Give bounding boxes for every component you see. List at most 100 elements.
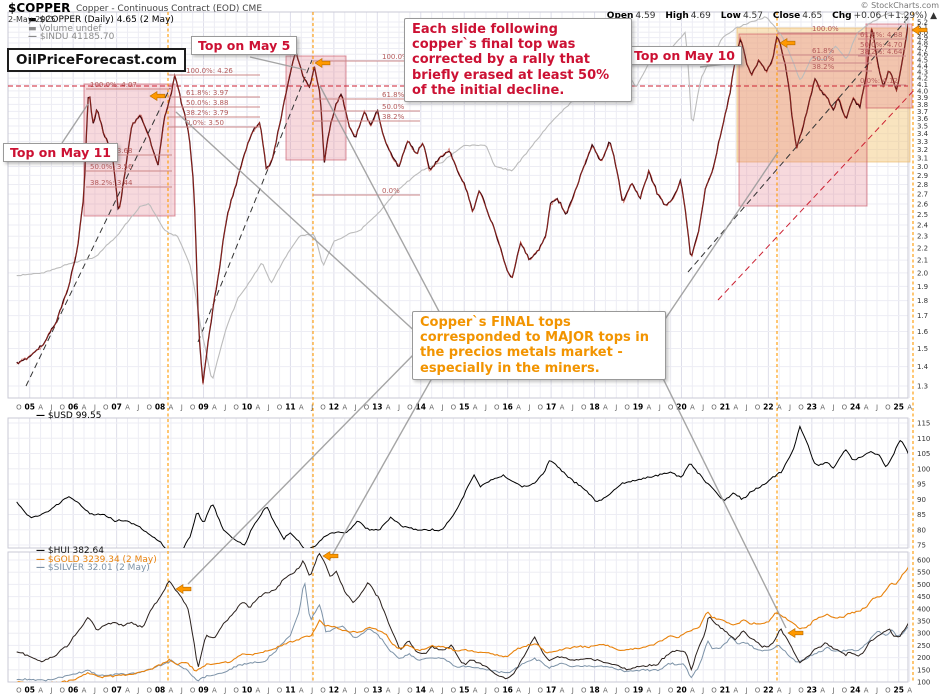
- svg-text:80: 80: [917, 526, 926, 534]
- svg-text:A: A: [733, 687, 738, 695]
- svg-text:14: 14: [416, 403, 426, 412]
- svg-text:100: 100: [917, 465, 930, 473]
- svg-text:38.2%: 3.44: 38.2%: 3.44: [90, 179, 133, 187]
- svg-text:O: O: [842, 687, 848, 695]
- high-label: High: [665, 11, 689, 21]
- svg-text:J: J: [354, 404, 357, 412]
- svg-text:13: 13: [372, 686, 382, 695]
- legend-volume: ▬ Volume undef: [28, 23, 102, 34]
- svg-text:A: A: [82, 404, 87, 412]
- svg-text:25: 25: [894, 686, 904, 695]
- svg-text:20: 20: [676, 686, 686, 695]
- svg-text:50.0%: 50.0%: [812, 55, 835, 63]
- svg-text:A: A: [733, 404, 738, 412]
- svg-text:23: 23: [807, 686, 817, 695]
- svg-text:38.2%: 38.2%: [382, 113, 405, 121]
- svg-text:14: 14: [416, 686, 426, 695]
- svg-text:O: O: [711, 404, 717, 412]
- svg-text:A: A: [690, 687, 695, 695]
- svg-text:4.6: 4.6: [917, 51, 929, 59]
- svg-text:4.1: 4.1: [917, 81, 928, 89]
- svg-text:A: A: [646, 687, 651, 695]
- svg-text:J: J: [788, 404, 791, 412]
- svg-text:O: O: [581, 404, 587, 412]
- ohlc-summary-row: Open 4.59 High 4.69 Low 4.57 Close 4.65 Chg +…: [600, 11, 937, 21]
- svg-text:O: O: [190, 687, 196, 695]
- svg-text:J: J: [832, 687, 835, 695]
- svg-text:18: 18: [589, 403, 599, 412]
- svg-text:O: O: [581, 687, 587, 695]
- svg-text:450: 450: [917, 593, 930, 601]
- chg-value: +0.06 (+1.29%) ▲: [853, 11, 937, 21]
- svg-text:10: 10: [242, 403, 252, 412]
- svg-text:150: 150: [917, 666, 930, 674]
- legend-silver: — $SILVER 32.01 (2 May): [36, 563, 150, 574]
- svg-text:J: J: [875, 404, 878, 412]
- svg-text:110: 110: [917, 435, 930, 443]
- svg-text:O: O: [233, 404, 239, 412]
- svg-text:J: J: [93, 687, 96, 695]
- svg-text:J: J: [440, 404, 443, 412]
- svg-text:3.5: 3.5: [917, 122, 928, 130]
- svg-text:J: J: [136, 404, 139, 412]
- svg-text:5.0: 5.0: [917, 29, 928, 37]
- svg-text:100.0%: 100.0%: [812, 25, 839, 33]
- svg-text:J: J: [875, 687, 878, 695]
- svg-text:A: A: [777, 404, 782, 412]
- high-value: 4.69: [690, 11, 711, 21]
- hui-line-swatch-icon: —: [36, 546, 45, 556]
- svg-text:20: 20: [676, 403, 686, 412]
- svg-text:A: A: [169, 687, 174, 695]
- svg-text:1.5: 1.5: [917, 345, 928, 353]
- svg-text:A: A: [820, 404, 825, 412]
- svg-text:17: 17: [546, 403, 556, 412]
- svg-text:O: O: [277, 687, 283, 695]
- svg-text:O: O: [494, 404, 500, 412]
- svg-text:13: 13: [372, 403, 382, 412]
- close-value: 4.65: [802, 11, 823, 21]
- svg-text:50.0%: 3.56: 50.0%: 3.56: [90, 163, 133, 171]
- svg-text:O: O: [190, 404, 196, 412]
- svg-text:O: O: [103, 404, 109, 412]
- svg-text:A: A: [386, 404, 391, 412]
- svg-text:J: J: [527, 687, 530, 695]
- svg-text:J: J: [223, 687, 226, 695]
- metals-panel-legend: — $HUI 382.64 — $GOLD 3239.34 (2 May) — …: [36, 547, 157, 573]
- svg-text:05: 05: [25, 686, 35, 695]
- indu-line-swatch-icon: —: [28, 32, 37, 43]
- svg-text:O: O: [364, 687, 370, 695]
- svg-text:95: 95: [917, 481, 926, 489]
- svg-text:2.6: 2.6: [917, 201, 929, 209]
- svg-text:550: 550: [917, 569, 930, 577]
- svg-text:A: A: [603, 687, 608, 695]
- symbol-title: $COPPER: [8, 1, 71, 15]
- svg-text:A: A: [342, 687, 347, 695]
- svg-text:1.9: 1.9: [917, 283, 928, 291]
- annotation-top-on-may-5: Top on May 5: [191, 36, 298, 55]
- svg-text:2.7: 2.7: [917, 191, 928, 199]
- svg-text:J: J: [180, 687, 183, 695]
- svg-text:61.8%: 4.88: 61.8%: 4.88: [860, 31, 902, 39]
- svg-text:16: 16: [502, 686, 512, 695]
- watermark-oilpriceforecast: OilPriceForecast.com: [7, 48, 186, 72]
- svg-text:21: 21: [720, 686, 730, 695]
- svg-text:O: O: [451, 404, 457, 412]
- svg-text:A: A: [255, 687, 260, 695]
- svg-text:A: A: [603, 404, 608, 412]
- svg-text:J: J: [571, 404, 574, 412]
- svg-text:08: 08: [155, 403, 165, 412]
- svg-text:O: O: [538, 404, 544, 412]
- svg-text:A: A: [429, 687, 434, 695]
- svg-text:O: O: [885, 687, 891, 695]
- svg-text:38.2%: 3.79: 38.2%: 3.79: [186, 109, 228, 117]
- svg-text:75: 75: [917, 542, 926, 550]
- svg-text:O: O: [755, 687, 761, 695]
- svg-text:J: J: [267, 687, 270, 695]
- svg-text:50.0%: 3.88: 50.0%: 3.88: [186, 99, 228, 107]
- svg-text:3.7: 3.7: [917, 108, 928, 116]
- svg-text:J: J: [527, 404, 530, 412]
- annotation-top-on-may-11: Top on May 11: [3, 143, 118, 162]
- svg-text:06: 06: [68, 403, 78, 412]
- svg-text:61.8%: 3.97: 61.8%: 3.97: [186, 89, 228, 97]
- svg-text:J: J: [745, 687, 748, 695]
